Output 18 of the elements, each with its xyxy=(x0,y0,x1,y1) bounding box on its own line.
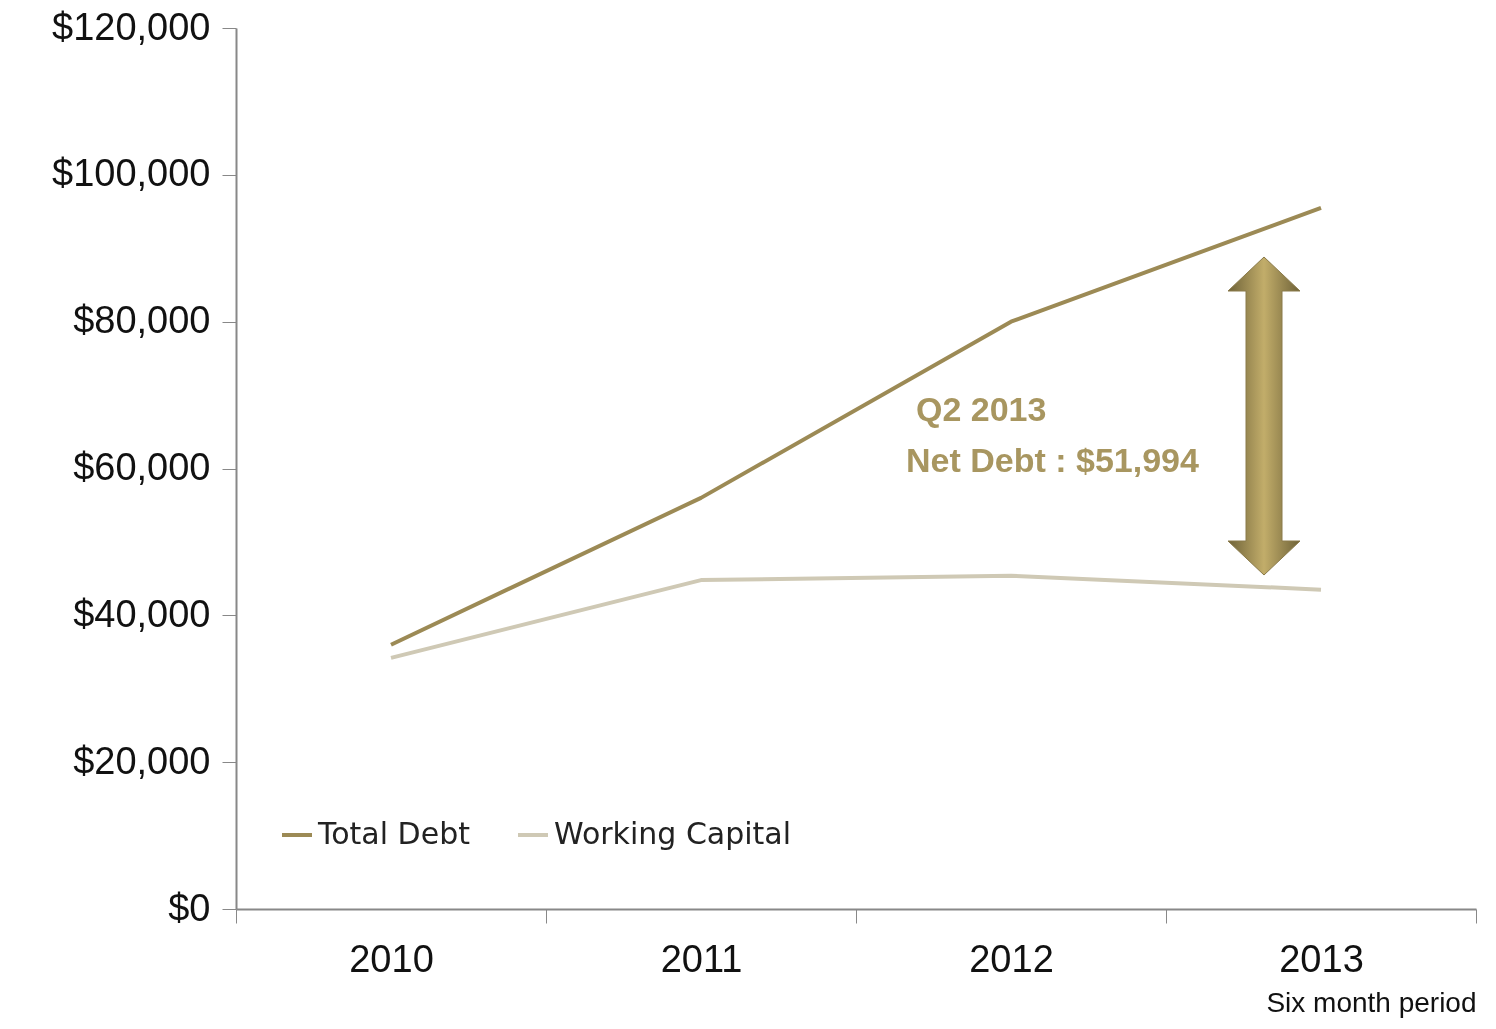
line-series xyxy=(389,573,1323,660)
x-axis-title: Six month period xyxy=(1266,986,1477,1018)
y-tick-label: $80,000 xyxy=(73,299,211,342)
x-tick-label: 2011 xyxy=(660,937,743,980)
legend-label: Total Debt xyxy=(317,816,471,851)
y-tick-label: $0 xyxy=(168,886,211,929)
line-series xyxy=(389,205,1323,647)
y-tick-label: $120,000 xyxy=(52,5,211,48)
x-tick-label: 2012 xyxy=(969,937,1054,980)
x-tick-label: 2010 xyxy=(349,937,434,980)
x-tick-label: 2013 xyxy=(1279,937,1364,980)
annotation: Net Debt : $51,994 xyxy=(906,441,1199,479)
y-tick-label: $60,000 xyxy=(73,446,211,488)
y-tick-label: $100,000 xyxy=(52,152,211,195)
y-tick-label: $20,000 xyxy=(73,739,211,782)
y-tick-label: $40,000 xyxy=(73,592,211,635)
legend-label: Working Capital xyxy=(554,816,792,851)
annotation: Q2 2013 xyxy=(916,390,1047,428)
